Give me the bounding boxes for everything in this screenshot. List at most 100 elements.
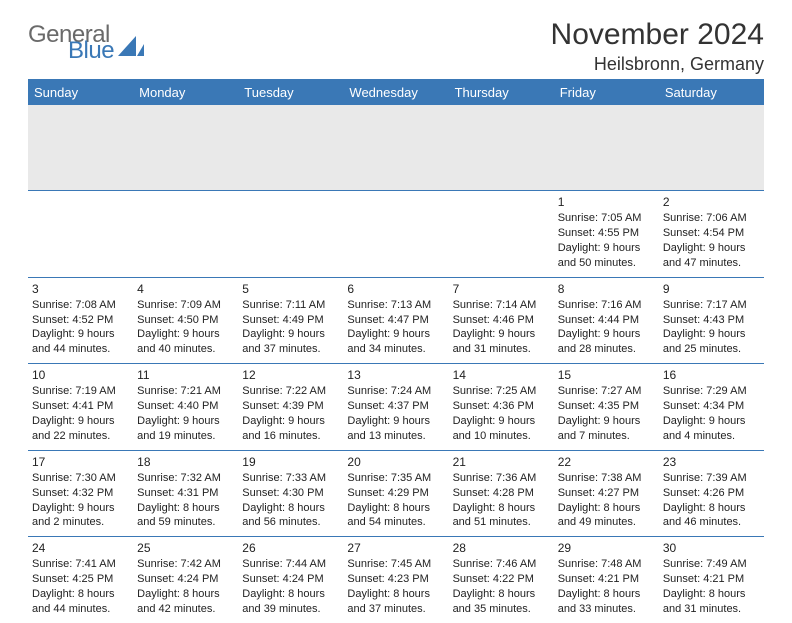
- sunrise-text: Sunrise: 7:25 AM: [453, 384, 550, 399]
- sunset-text: Sunset: 4:30 PM: [242, 486, 339, 501]
- day-number: 11: [137, 367, 234, 383]
- calendar-week: 3Sunrise: 7:08 AMSunset: 4:52 PMDaylight…: [28, 277, 764, 364]
- sunrise-text: Sunrise: 7:32 AM: [137, 471, 234, 486]
- daylight-text: Daylight: 8 hours: [32, 587, 129, 602]
- sunset-text: Sunset: 4:52 PM: [32, 313, 129, 328]
- spacer-row: [28, 105, 764, 191]
- sunrise-text: Sunrise: 7:11 AM: [242, 298, 339, 313]
- day-number: 5: [242, 281, 339, 297]
- calendar-day: 17Sunrise: 7:30 AMSunset: 4:32 PMDayligh…: [28, 450, 133, 537]
- sunset-text: Sunset: 4:35 PM: [558, 399, 655, 414]
- daylight-text: and 25 minutes.: [663, 342, 760, 357]
- calendar-week: 24Sunrise: 7:41 AMSunset: 4:25 PMDayligh…: [28, 537, 764, 623]
- daylight-text: and 28 minutes.: [558, 342, 655, 357]
- day-number: 13: [347, 367, 444, 383]
- sunset-text: Sunset: 4:40 PM: [137, 399, 234, 414]
- calendar-day: 19Sunrise: 7:33 AMSunset: 4:30 PMDayligh…: [238, 450, 343, 537]
- daylight-text: Daylight: 8 hours: [347, 587, 444, 602]
- daylight-text: Daylight: 9 hours: [137, 414, 234, 429]
- sunrise-text: Sunrise: 7:42 AM: [137, 557, 234, 572]
- daylight-text: Daylight: 9 hours: [663, 414, 760, 429]
- daylight-text: Daylight: 8 hours: [137, 501, 234, 516]
- sunset-text: Sunset: 4:37 PM: [347, 399, 444, 414]
- daylight-text: Daylight: 9 hours: [347, 327, 444, 342]
- calendar-week: 1Sunrise: 7:05 AMSunset: 4:55 PMDaylight…: [28, 191, 764, 278]
- calendar-table: SundayMondayTuesdayWednesdayThursdayFrid…: [28, 81, 764, 623]
- daylight-text: Daylight: 9 hours: [137, 327, 234, 342]
- sunset-text: Sunset: 4:43 PM: [663, 313, 760, 328]
- day-number: 20: [347, 454, 444, 470]
- sunrise-text: Sunrise: 7:41 AM: [32, 557, 129, 572]
- daylight-text: Daylight: 9 hours: [32, 414, 129, 429]
- sunrise-text: Sunrise: 7:39 AM: [663, 471, 760, 486]
- calendar-day: 15Sunrise: 7:27 AMSunset: 4:35 PMDayligh…: [554, 364, 659, 451]
- daylight-text: Daylight: 8 hours: [453, 501, 550, 516]
- calendar-day: 11Sunrise: 7:21 AMSunset: 4:40 PMDayligh…: [133, 364, 238, 451]
- calendar-day: 10Sunrise: 7:19 AMSunset: 4:41 PMDayligh…: [28, 364, 133, 451]
- weekday-header: Wednesday: [343, 81, 448, 105]
- sunset-text: Sunset: 4:26 PM: [663, 486, 760, 501]
- day-number: 15: [558, 367, 655, 383]
- logo-text-blue: Blue: [68, 40, 114, 62]
- calendar-day: 18Sunrise: 7:32 AMSunset: 4:31 PMDayligh…: [133, 450, 238, 537]
- daylight-text: and 46 minutes.: [663, 515, 760, 530]
- sunrise-text: Sunrise: 7:49 AM: [663, 557, 760, 572]
- daylight-text: and 47 minutes.: [663, 256, 760, 271]
- daylight-text: and 19 minutes.: [137, 429, 234, 444]
- sunrise-text: Sunrise: 7:45 AM: [347, 557, 444, 572]
- calendar-empty: [28, 191, 133, 278]
- daylight-text: and 44 minutes.: [32, 602, 129, 617]
- sunset-text: Sunset: 4:25 PM: [32, 572, 129, 587]
- sunset-text: Sunset: 4:55 PM: [558, 226, 655, 241]
- daylight-text: and 37 minutes.: [347, 602, 444, 617]
- daylight-text: and 37 minutes.: [242, 342, 339, 357]
- daylight-text: and 4 minutes.: [663, 429, 760, 444]
- sunrise-text: Sunrise: 7:38 AM: [558, 471, 655, 486]
- sunrise-text: Sunrise: 7:29 AM: [663, 384, 760, 399]
- sunrise-text: Sunrise: 7:22 AM: [242, 384, 339, 399]
- daylight-text: and 10 minutes.: [453, 429, 550, 444]
- calendar-day: 22Sunrise: 7:38 AMSunset: 4:27 PMDayligh…: [554, 450, 659, 537]
- day-number: 4: [137, 281, 234, 297]
- sunset-text: Sunset: 4:28 PM: [453, 486, 550, 501]
- calendar-day: 20Sunrise: 7:35 AMSunset: 4:29 PMDayligh…: [343, 450, 448, 537]
- day-number: 12: [242, 367, 339, 383]
- sail-icon: [118, 34, 144, 56]
- sunset-text: Sunset: 4:22 PM: [453, 572, 550, 587]
- calendar-day: 5Sunrise: 7:11 AMSunset: 4:49 PMDaylight…: [238, 277, 343, 364]
- sunrise-text: Sunrise: 7:46 AM: [453, 557, 550, 572]
- calendar-week: 10Sunrise: 7:19 AMSunset: 4:41 PMDayligh…: [28, 364, 764, 451]
- sunrise-text: Sunrise: 7:36 AM: [453, 471, 550, 486]
- calendar-day: 16Sunrise: 7:29 AMSunset: 4:34 PMDayligh…: [659, 364, 764, 451]
- day-number: 9: [663, 281, 760, 297]
- day-number: 17: [32, 454, 129, 470]
- daylight-text: Daylight: 9 hours: [663, 241, 760, 256]
- calendar-day: 3Sunrise: 7:08 AMSunset: 4:52 PMDaylight…: [28, 277, 133, 364]
- weekday-header: Tuesday: [238, 81, 343, 105]
- day-number: 27: [347, 540, 444, 556]
- daylight-text: and 31 minutes.: [663, 602, 760, 617]
- daylight-text: and 31 minutes.: [453, 342, 550, 357]
- day-number: 30: [663, 540, 760, 556]
- daylight-text: and 16 minutes.: [242, 429, 339, 444]
- sunset-text: Sunset: 4:21 PM: [558, 572, 655, 587]
- calendar-empty: [238, 191, 343, 278]
- sunset-text: Sunset: 4:36 PM: [453, 399, 550, 414]
- daylight-text: Daylight: 9 hours: [453, 327, 550, 342]
- calendar-day: 8Sunrise: 7:16 AMSunset: 4:44 PMDaylight…: [554, 277, 659, 364]
- sunset-text: Sunset: 4:31 PM: [137, 486, 234, 501]
- calendar-day: 1Sunrise: 7:05 AMSunset: 4:55 PMDaylight…: [554, 191, 659, 278]
- calendar-day: 13Sunrise: 7:24 AMSunset: 4:37 PMDayligh…: [343, 364, 448, 451]
- header: General Blue November 2024 Heilsbronn, G…: [28, 18, 764, 75]
- sunrise-text: Sunrise: 7:33 AM: [242, 471, 339, 486]
- daylight-text: and 2 minutes.: [32, 515, 129, 530]
- sunrise-text: Sunrise: 7:30 AM: [32, 471, 129, 486]
- day-number: 22: [558, 454, 655, 470]
- daylight-text: Daylight: 8 hours: [242, 587, 339, 602]
- day-number: 3: [32, 281, 129, 297]
- daylight-text: and 44 minutes.: [32, 342, 129, 357]
- calendar-day: 26Sunrise: 7:44 AMSunset: 4:24 PMDayligh…: [238, 537, 343, 623]
- weekday-header: Friday: [554, 81, 659, 105]
- calendar-day: 12Sunrise: 7:22 AMSunset: 4:39 PMDayligh…: [238, 364, 343, 451]
- daylight-text: and 56 minutes.: [242, 515, 339, 530]
